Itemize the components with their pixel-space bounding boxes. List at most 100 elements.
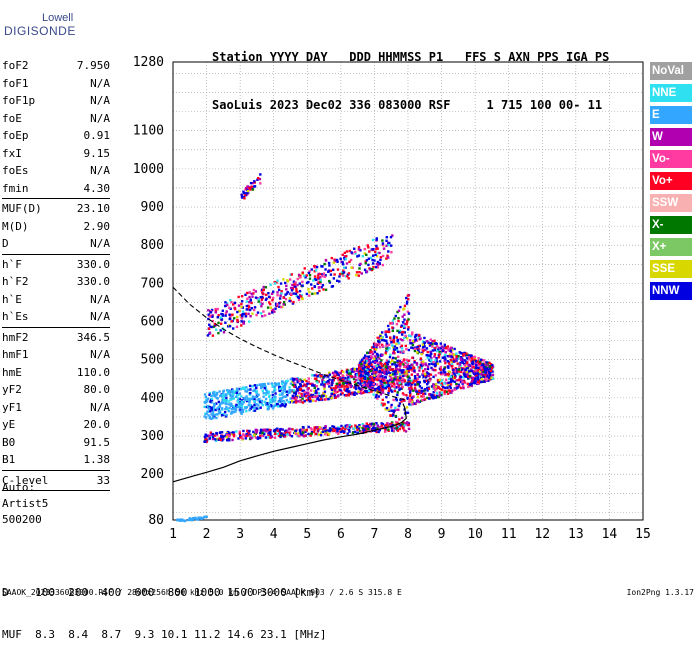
echo-point [398, 329, 402, 333]
echo-point [372, 265, 375, 269]
echo-point [401, 427, 405, 430]
echo-point [210, 308, 214, 312]
echo-point [327, 371, 331, 374]
echo-point [221, 407, 224, 410]
echo-point [339, 371, 342, 375]
echo-point [396, 425, 399, 429]
echo-point [406, 396, 409, 400]
echo-point [330, 256, 334, 260]
echo-point [252, 430, 255, 434]
echo-point [225, 413, 228, 417]
echo-point [369, 379, 372, 382]
echo-point [358, 425, 361, 429]
echo-point [395, 346, 399, 350]
echo-point [394, 406, 397, 410]
echo-point [378, 357, 381, 360]
echo-point [452, 358, 456, 361]
echo-point [380, 364, 384, 368]
echo-point [400, 330, 403, 334]
echo-point [328, 373, 332, 376]
echo-point [254, 395, 257, 399]
echo-point [467, 356, 470, 359]
echo-point [214, 438, 217, 441]
echo-point [407, 427, 411, 431]
echo-point [371, 258, 374, 262]
echo-point [460, 352, 464, 355]
echo-point [348, 423, 352, 427]
echo-point [291, 377, 294, 380]
echo-point [312, 430, 316, 434]
echo-point [295, 289, 298, 293]
echo-point [371, 386, 374, 390]
echo-point [423, 372, 427, 376]
echo-point [354, 373, 358, 376]
echo-point [375, 238, 378, 242]
echo-point [267, 436, 270, 439]
echo-point [391, 378, 395, 382]
echo-point [450, 348, 454, 352]
echo-point [413, 369, 416, 372]
echo-point [299, 400, 302, 404]
echo-point [365, 379, 369, 383]
echo-point [457, 368, 461, 371]
echo-point [208, 437, 211, 440]
echo-point [348, 430, 351, 433]
echo-point [463, 380, 466, 383]
echo-point [252, 406, 255, 409]
echo-point [327, 433, 331, 436]
echo-point [282, 399, 285, 403]
echo-point [283, 383, 287, 387]
echo-point [206, 334, 210, 337]
echo-point [371, 367, 374, 371]
echo-point [345, 394, 348, 397]
param-value: N/A [90, 348, 110, 361]
echo-point [245, 291, 249, 295]
echo-point [319, 397, 323, 401]
echo-point [395, 398, 398, 402]
echo-point [275, 281, 278, 284]
echo-point [385, 347, 388, 350]
echo-point [380, 343, 384, 347]
echo-point [262, 310, 265, 313]
echo-point [347, 372, 351, 375]
echo-point [356, 428, 359, 432]
echo-point [400, 360, 404, 364]
echo-point [229, 307, 232, 310]
echo-point [372, 365, 376, 368]
echo-point [434, 368, 437, 372]
echo-point [397, 404, 401, 408]
echo-point [327, 429, 330, 432]
echo-point [375, 427, 379, 430]
echo-point [375, 422, 378, 425]
echo-point [309, 400, 312, 403]
echo-point [359, 378, 362, 381]
echo-point [373, 259, 376, 262]
echo-point [218, 390, 221, 393]
echo-point [393, 348, 397, 351]
echo-point [411, 363, 414, 366]
echo-point [231, 313, 234, 316]
echo-point [320, 375, 323, 378]
echo-point [345, 382, 349, 386]
echo-point [347, 392, 351, 396]
echo-point [358, 270, 361, 274]
echo-point [387, 243, 390, 247]
echo-point [332, 429, 336, 433]
echo-point [404, 344, 407, 348]
echo-point [235, 387, 239, 391]
echo-point [356, 255, 359, 258]
echo-point [433, 387, 436, 390]
echo-point [212, 391, 215, 394]
echo-point [357, 427, 361, 430]
echo-point [332, 425, 336, 429]
echo-point [349, 372, 352, 375]
echo-point [313, 275, 317, 278]
echo-point [406, 294, 410, 297]
echo-point [278, 393, 282, 396]
echo-point [317, 392, 321, 395]
echo-point [392, 382, 396, 385]
echo-point [321, 381, 325, 384]
echo-point [405, 323, 408, 326]
echo-point [236, 315, 239, 319]
auto-program: Artist5 [2, 497, 49, 510]
